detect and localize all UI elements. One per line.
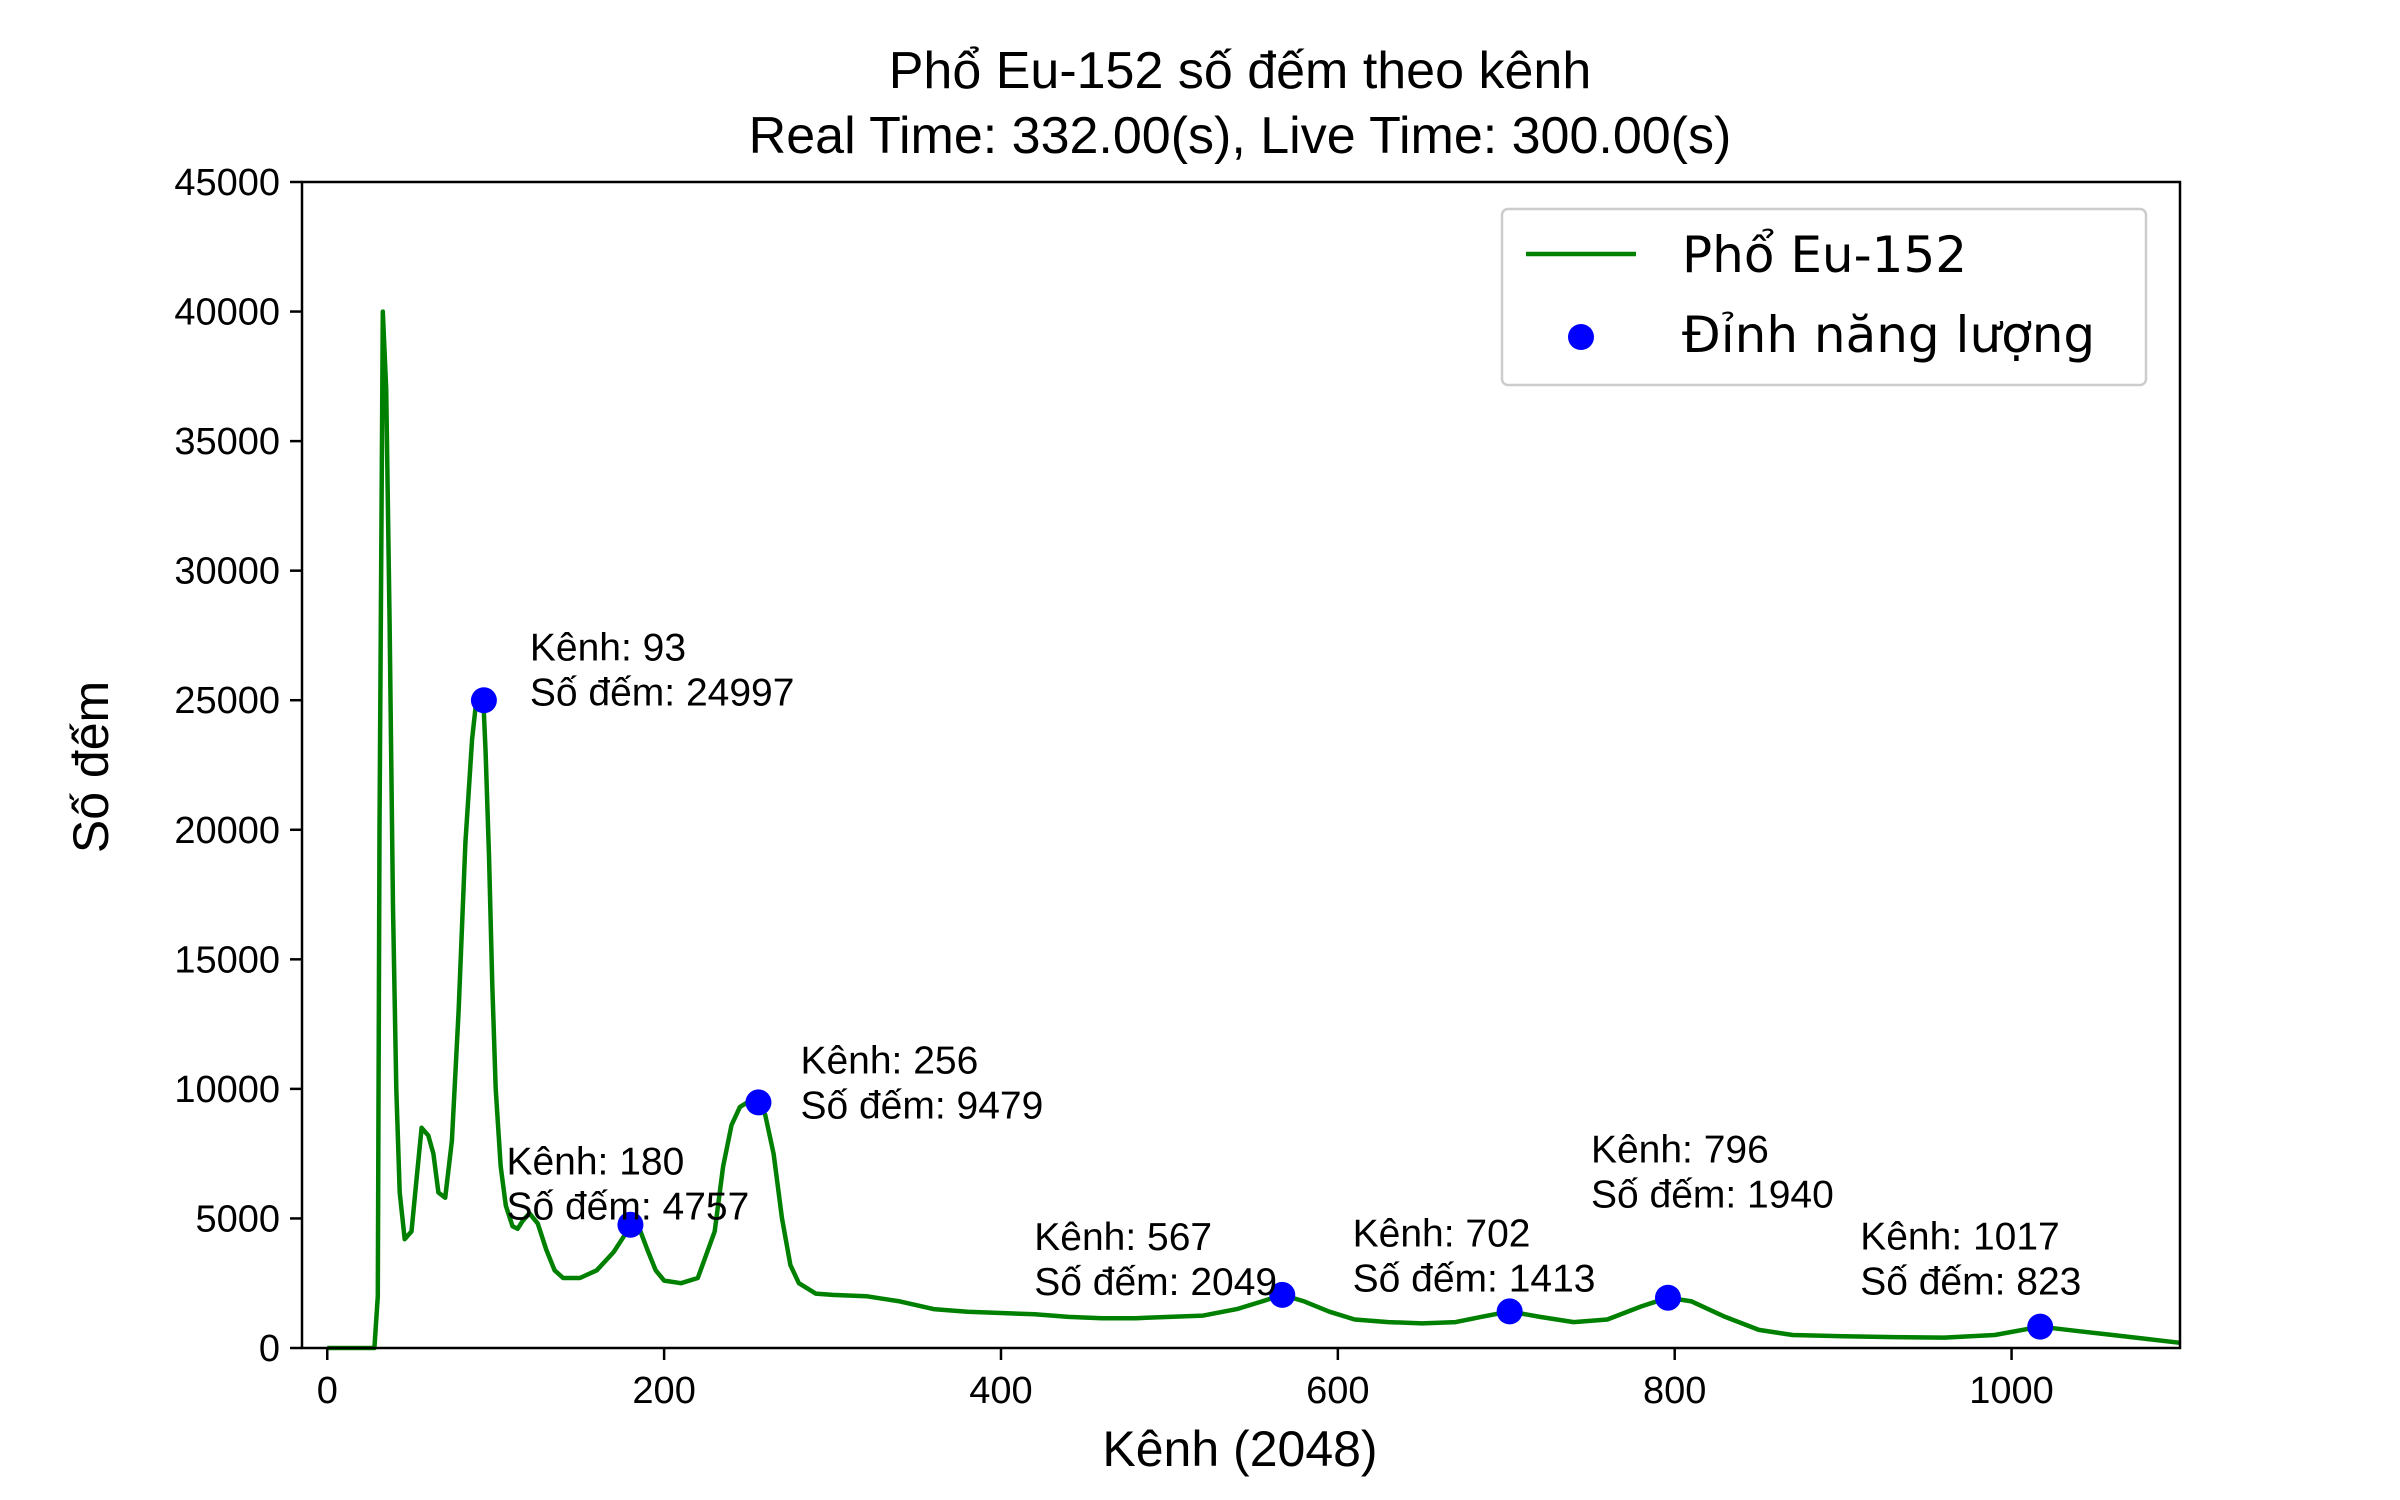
y-tick-label: 10000	[174, 1069, 280, 1111]
y-tick-label: 20000	[174, 810, 280, 852]
y-tick-label: 25000	[174, 680, 280, 722]
legend-marker-swatch	[1568, 324, 1594, 350]
y-axis: 0 5000 10000 15000 20000 25000 30000 35000 40000…	[174, 162, 302, 1370]
peak-label-counts: Số đếm: 1940	[1591, 1174, 1834, 1217]
x-tick-label: 1000	[1969, 1370, 2054, 1412]
peak-label-channel: Kênh: 567	[1034, 1216, 1212, 1259]
peak-marker	[1654, 1284, 1681, 1311]
x-tick-label: 200	[632, 1370, 695, 1412]
peak-label-counts: Số đếm: 1413	[1353, 1257, 1596, 1300]
legend: Phổ Eu-152 Đỉnh năng lượng	[1500, 207, 2148, 387]
peak-label-counts: Số đếm: 9479	[800, 1084, 1043, 1127]
x-tick-label: 800	[1643, 1370, 1706, 1412]
legend-label-spectrum: Phổ Eu-152	[1682, 226, 1967, 284]
plot-frame	[300, 180, 2182, 1350]
x-axis-label: Kênh (2048)	[1102, 1421, 1377, 1477]
peak-label-channel: Kênh: 256	[800, 1039, 978, 1082]
x-axis: 0 200 400 600 800 1000	[317, 1348, 2054, 1412]
peak-label-channel: Kênh: 702	[1353, 1212, 1531, 1255]
legend-box	[1500, 207, 2148, 387]
y-tick-label: 5000	[195, 1198, 280, 1240]
chart-title: Phổ Eu-152 số đếm theo kênh	[889, 42, 1591, 100]
x-tick-label: 600	[1306, 1370, 1369, 1412]
peak-marker	[745, 1089, 772, 1116]
legend-label-peaks: Đỉnh năng lượng	[1682, 306, 2095, 364]
y-tick-label: 15000	[174, 939, 280, 981]
peak-label-counts: Số đếm: 4757	[506, 1186, 749, 1229]
peak-marker	[1269, 1281, 1296, 1308]
y-tick-label: 40000	[174, 292, 280, 334]
peak-marker	[470, 687, 497, 714]
peak-label-channel: Kênh: 180	[506, 1141, 684, 1184]
peak-label-channel: Kênh: 796	[1591, 1129, 1769, 1172]
peak-marker	[1496, 1298, 1523, 1325]
y-tick-label: 0	[259, 1328, 280, 1370]
y-tick-label: 45000	[174, 162, 280, 204]
y-axis-label: Số đếm	[63, 681, 119, 853]
peak-label-counts: Số đếm: 823	[1860, 1261, 2081, 1304]
y-tick-label: 30000	[174, 551, 280, 593]
peak-label-channel: Kênh: 93	[530, 626, 686, 669]
peak-label-channel: Kênh: 1017	[1860, 1216, 2060, 1259]
peak-marker	[617, 1211, 644, 1238]
peak-label-counts: Số đếm: 24997	[530, 671, 795, 714]
peak-label-counts: Số đếm: 2049	[1034, 1261, 1277, 1304]
chart-subtitle: Real Time: 332.00(s), Live Time: 300.00(…	[749, 107, 1732, 165]
x-tick-label: 400	[969, 1370, 1032, 1412]
peak-marker	[2027, 1313, 2054, 1340]
plot-area	[327, 309, 2181, 1351]
y-tick-label: 35000	[174, 421, 280, 463]
spectrum-line	[327, 309, 2181, 1351]
x-tick-label: 0	[317, 1370, 338, 1412]
